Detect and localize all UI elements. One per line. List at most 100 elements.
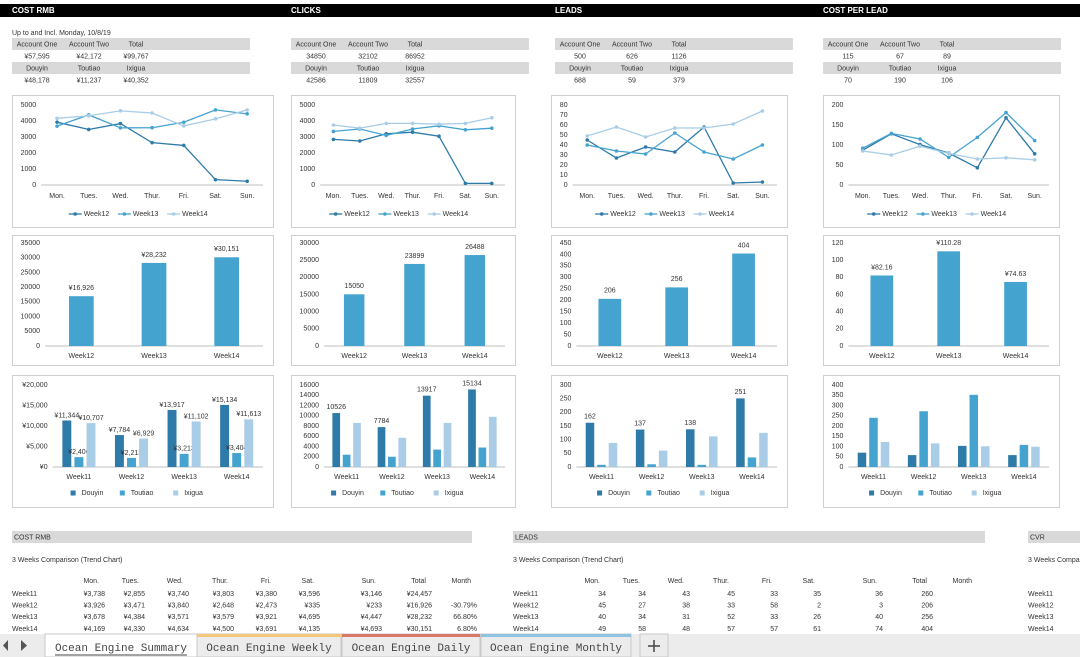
y-tick-label: ¥20,000 (22, 382, 47, 389)
y-tick-label: 200 (560, 409, 572, 416)
summary-cell: ¥11,237 (77, 77, 102, 84)
bar (585, 422, 595, 467)
line-point (245, 179, 249, 184)
y-tick-label: 4000 (300, 118, 316, 125)
row-label: Week11 (513, 591, 538, 598)
x-tick-label: Sun. (1027, 193, 1041, 200)
sheet-tab-label[interactable]: Ocean Engine Weekly (206, 643, 332, 655)
table-cell: ¥4,169 (84, 626, 106, 633)
bar (353, 422, 361, 467)
summary-cell: Ixigua (670, 65, 689, 72)
x-tick-label: Week11 (589, 474, 614, 481)
column-header: Total (912, 578, 927, 585)
line-point (643, 145, 648, 149)
summary-cell: Toutiao (889, 65, 912, 72)
bar (214, 257, 240, 346)
tab-scroll-right[interactable] (21, 640, 27, 651)
summary-cell: 32102 (358, 53, 378, 60)
y-tick-label: 400 (560, 251, 572, 258)
x-tick-label: Thur. (667, 193, 683, 200)
chart-frame (823, 375, 1060, 508)
y-tick-label: 300 (560, 274, 572, 281)
table-title: LEADS (515, 534, 538, 541)
line-point (245, 112, 249, 116)
table-title-band (12, 531, 472, 543)
sheet-tab-label[interactable]: Ocean Engine Summary (55, 643, 187, 655)
table-cell: ¥4,634 (168, 626, 190, 633)
x-tick-label: Week12 (911, 474, 937, 481)
legend-swatch (921, 212, 925, 216)
sheet-tab-label[interactable]: Ocean Engine Monthly (490, 643, 622, 655)
line-point (463, 128, 468, 132)
bar (598, 298, 622, 346)
line-point (358, 139, 362, 143)
y-tick-label: 4000 (21, 118, 37, 125)
y-tick-label: 5000 (300, 102, 316, 109)
table-cell: -30.79% (451, 603, 477, 610)
tab-scroll-left[interactable] (3, 640, 8, 651)
bar (220, 404, 230, 467)
y-tick-label: 200 (560, 297, 572, 304)
data-label: 15050 (344, 283, 364, 290)
table-cell: 34 (598, 591, 606, 598)
line-point (55, 124, 59, 128)
legend-swatch (122, 212, 127, 216)
legend-label: Ixigua (983, 490, 1002, 497)
data-label: 26488 (465, 244, 485, 251)
add-sheet-icon[interactable] (648, 640, 660, 652)
legend-swatch (173, 490, 179, 496)
summary-cell: Account One (17, 41, 58, 48)
bar (232, 453, 242, 467)
bar (658, 450, 668, 467)
table-cell: 66.80% (453, 614, 477, 621)
legend-label: Week13 (659, 211, 685, 218)
line-point (118, 126, 123, 130)
x-tick-label: Mon. (855, 193, 871, 200)
line-point (860, 146, 865, 150)
legend-label: Ixigua (711, 490, 730, 497)
y-tick-label: 0 (315, 343, 319, 350)
line-point (860, 149, 865, 153)
bar (958, 445, 967, 467)
row-label: Week14 (513, 626, 539, 633)
sheet-tab-label[interactable]: Ocean Engine Daily (352, 643, 471, 655)
chart-frame (12, 95, 274, 228)
data-label: ¥74.63 (1005, 271, 1027, 278)
summary-header-row (823, 38, 1061, 50)
x-tick-label: Tues. (608, 193, 625, 200)
line-point (673, 131, 677, 135)
column-header: Fri. (261, 578, 271, 585)
row-label: Week12 (513, 603, 539, 610)
summary-cell: Douyin (305, 65, 327, 72)
line-point (946, 155, 951, 160)
x-tick-label: Sat. (1000, 193, 1013, 200)
y-tick-label: 120 (832, 240, 844, 247)
table-cell: 57 (727, 626, 735, 633)
table-subtitle: 3 Weeks Comparison (Trend Chart) (1028, 557, 1080, 564)
y-tick-label: 150 (560, 309, 572, 316)
summary-cell: 70 (844, 77, 852, 84)
legend-swatch (597, 490, 603, 496)
y-tick-label: 3000 (300, 134, 316, 141)
x-tick-label: Week11 (861, 474, 886, 481)
table-title-band (1028, 531, 1080, 543)
section-title: LEADS (555, 6, 583, 15)
summary-cell: Account One (560, 41, 601, 48)
legend-label: Week14 (443, 211, 469, 218)
y-tick-label: 12000 (300, 402, 320, 409)
legend-label: Week12 (610, 211, 636, 218)
tab-color-strip (342, 634, 480, 637)
bar (74, 457, 84, 467)
bar (139, 438, 149, 467)
bar (697, 464, 707, 467)
line-point (410, 130, 415, 134)
table-title: COST RMB (14, 534, 51, 541)
bar (68, 296, 94, 346)
bar (686, 429, 695, 467)
y-tick-label: 35000 (21, 240, 41, 247)
table-cell: ¥2,648 (213, 603, 235, 610)
x-tick-label: Week12 (379, 474, 405, 481)
legend-swatch (383, 212, 387, 216)
y-tick-label: 100 (560, 320, 572, 327)
